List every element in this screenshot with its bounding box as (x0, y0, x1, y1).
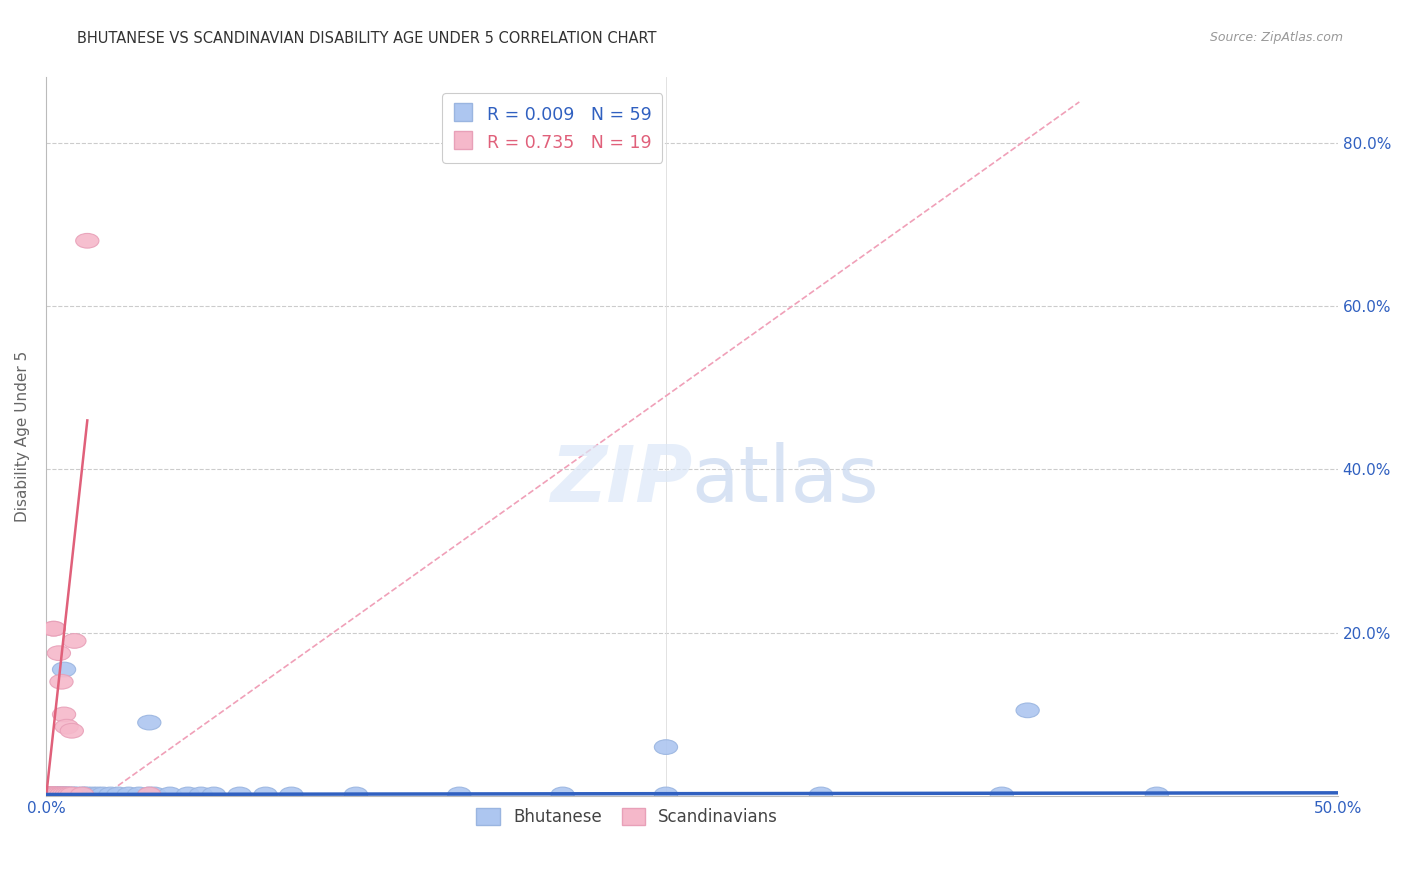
Ellipse shape (45, 787, 67, 802)
Ellipse shape (63, 787, 86, 802)
Ellipse shape (42, 787, 65, 802)
Text: ZIP: ZIP (550, 442, 692, 518)
Ellipse shape (45, 787, 67, 802)
Ellipse shape (138, 787, 160, 802)
Ellipse shape (73, 787, 97, 802)
Ellipse shape (49, 674, 73, 690)
Text: atlas: atlas (692, 442, 879, 518)
Ellipse shape (76, 234, 98, 248)
Ellipse shape (143, 787, 166, 802)
Ellipse shape (49, 787, 73, 802)
Ellipse shape (45, 787, 67, 802)
Ellipse shape (39, 787, 63, 802)
Ellipse shape (551, 787, 574, 802)
Ellipse shape (42, 787, 65, 802)
Ellipse shape (52, 787, 76, 802)
Ellipse shape (176, 787, 200, 802)
Ellipse shape (60, 787, 83, 802)
Ellipse shape (37, 787, 60, 802)
Ellipse shape (37, 787, 60, 802)
Ellipse shape (98, 787, 122, 802)
Ellipse shape (65, 787, 89, 802)
Ellipse shape (42, 622, 65, 636)
Ellipse shape (49, 787, 73, 802)
Ellipse shape (49, 787, 73, 802)
Ellipse shape (39, 787, 63, 802)
Ellipse shape (37, 787, 60, 802)
Ellipse shape (39, 787, 63, 802)
Ellipse shape (42, 787, 65, 802)
Ellipse shape (82, 787, 104, 802)
Ellipse shape (52, 662, 76, 677)
Ellipse shape (58, 787, 82, 802)
Ellipse shape (91, 787, 114, 802)
Ellipse shape (190, 787, 212, 802)
Legend: Bhutanese, Scandinavians: Bhutanese, Scandinavians (468, 799, 786, 835)
Ellipse shape (60, 787, 83, 802)
Ellipse shape (138, 715, 160, 730)
Y-axis label: Disability Age Under 5: Disability Age Under 5 (15, 351, 30, 523)
Ellipse shape (48, 646, 70, 660)
Ellipse shape (48, 787, 70, 802)
Ellipse shape (55, 787, 79, 802)
Ellipse shape (42, 787, 65, 802)
Ellipse shape (76, 787, 98, 802)
Ellipse shape (55, 719, 79, 734)
Ellipse shape (107, 787, 129, 802)
Ellipse shape (45, 787, 67, 802)
Ellipse shape (42, 787, 65, 802)
Ellipse shape (37, 787, 60, 802)
Ellipse shape (49, 787, 73, 802)
Ellipse shape (810, 787, 832, 802)
Ellipse shape (254, 787, 277, 802)
Ellipse shape (52, 787, 76, 802)
Ellipse shape (49, 787, 73, 802)
Ellipse shape (42, 787, 65, 802)
Ellipse shape (60, 723, 83, 738)
Ellipse shape (344, 787, 367, 802)
Ellipse shape (70, 787, 94, 802)
Ellipse shape (1017, 703, 1039, 718)
Ellipse shape (228, 787, 252, 802)
Ellipse shape (138, 787, 160, 802)
Ellipse shape (48, 787, 70, 802)
Text: BHUTANESE VS SCANDINAVIAN DISABILITY AGE UNDER 5 CORRELATION CHART: BHUTANESE VS SCANDINAVIAN DISABILITY AGE… (77, 31, 657, 46)
Ellipse shape (39, 787, 63, 802)
Ellipse shape (1144, 787, 1168, 802)
Ellipse shape (39, 787, 63, 802)
Ellipse shape (42, 787, 65, 802)
Ellipse shape (63, 633, 86, 648)
Ellipse shape (52, 787, 76, 802)
Ellipse shape (159, 787, 181, 802)
Ellipse shape (39, 787, 63, 802)
Ellipse shape (117, 787, 141, 802)
Ellipse shape (202, 787, 225, 802)
Ellipse shape (39, 787, 63, 802)
Ellipse shape (654, 787, 678, 802)
Ellipse shape (39, 787, 63, 802)
Ellipse shape (37, 787, 60, 802)
Ellipse shape (447, 787, 471, 802)
Ellipse shape (42, 622, 65, 636)
Ellipse shape (280, 787, 304, 802)
Ellipse shape (58, 787, 82, 802)
Ellipse shape (42, 787, 65, 802)
Ellipse shape (48, 787, 70, 802)
Ellipse shape (48, 787, 70, 802)
Ellipse shape (52, 707, 76, 722)
Ellipse shape (45, 787, 67, 802)
Ellipse shape (45, 787, 67, 802)
Ellipse shape (990, 787, 1014, 802)
Ellipse shape (128, 787, 150, 802)
Ellipse shape (39, 787, 63, 802)
Ellipse shape (654, 739, 678, 755)
Ellipse shape (86, 787, 110, 802)
Text: Source: ZipAtlas.com: Source: ZipAtlas.com (1209, 31, 1343, 45)
Ellipse shape (45, 787, 67, 802)
Ellipse shape (55, 787, 79, 802)
Ellipse shape (55, 787, 79, 802)
Ellipse shape (70, 787, 94, 802)
